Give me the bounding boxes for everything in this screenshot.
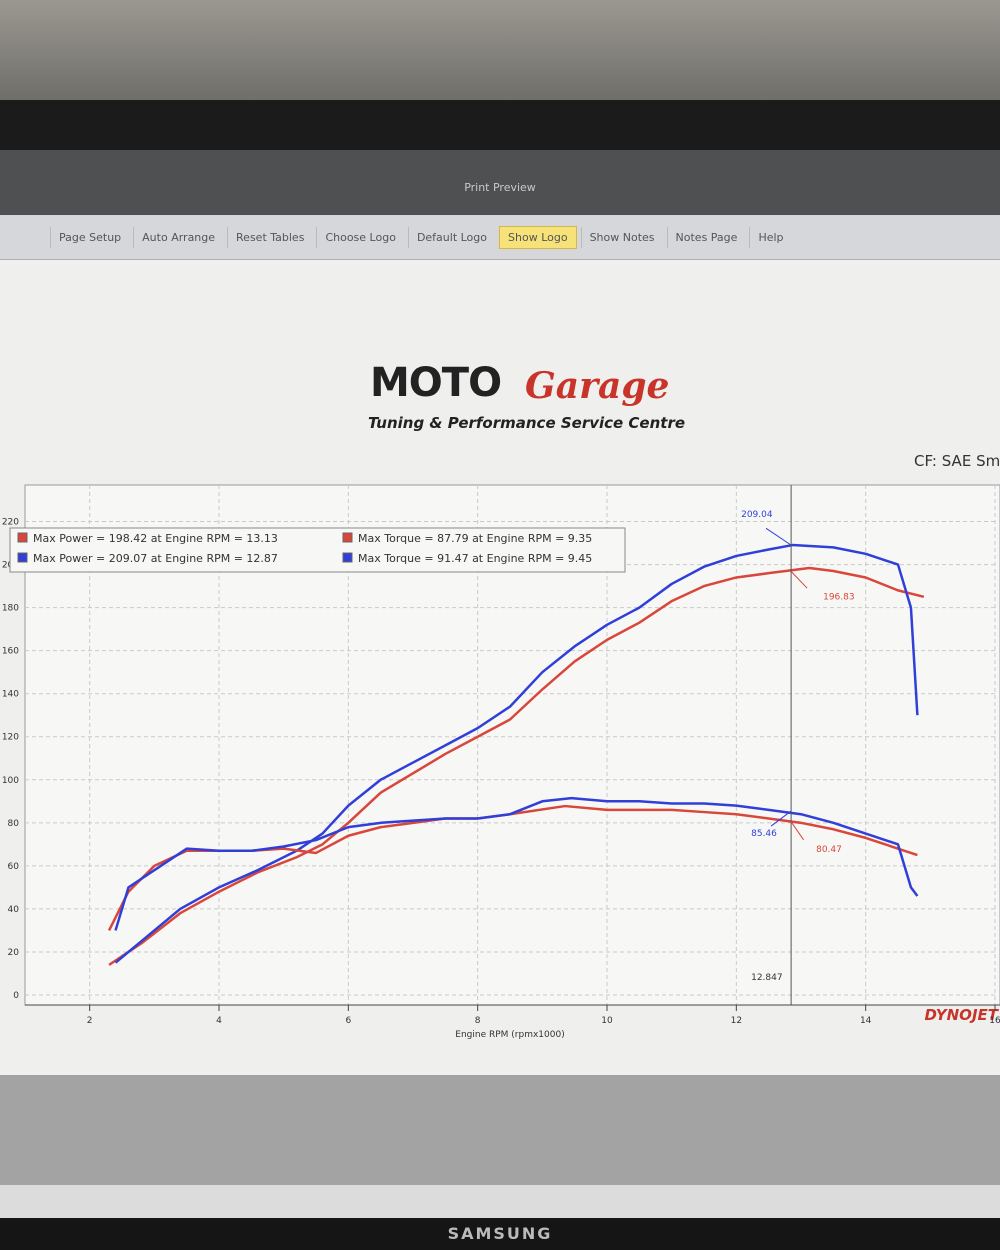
- background: [0, 0, 1000, 110]
- x-tick-label: 10: [601, 1016, 613, 1026]
- x-tick-label: 14: [860, 1016, 872, 1026]
- legend-label: Max Power = 198.42 at Engine RPM = 13.13: [33, 532, 278, 545]
- window-title: Print Preview: [0, 150, 1000, 215]
- taskbar: [0, 1185, 1000, 1220]
- x-tick-label: 6: [345, 1016, 351, 1026]
- logo-text: MOTO: [370, 360, 502, 406]
- logo-text: Garage: [525, 365, 670, 407]
- toolbar-button[interactable]: Default Logo: [407, 226, 495, 248]
- series-line: [114, 543, 919, 964]
- x-tick-label: 8: [475, 1016, 481, 1026]
- annotation-label: 209.04: [741, 510, 773, 520]
- y-tick-label: 220: [2, 518, 19, 528]
- legend-swatch: [17, 532, 28, 543]
- y-tick-label: 120: [2, 733, 19, 743]
- annotation-label: 85.46: [751, 829, 777, 839]
- x-tick-label: 16: [989, 1016, 1000, 1026]
- y-tick-label: 60: [8, 862, 20, 872]
- toolbar: Page Setup Auto Arrange Reset Tables Cho…: [0, 215, 1000, 260]
- legend: [9, 527, 626, 573]
- y-tick-label: 140: [2, 690, 19, 700]
- toolbar-button[interactable]: Reset Tables: [227, 226, 312, 248]
- legend-label: Max Power = 209.07 at Engine RPM = 12.87: [33, 552, 278, 565]
- chart: DYNOJET 02040608010012014016018020022024…: [2, 484, 1000, 1040]
- y-tick-label: 80: [8, 819, 20, 829]
- legend-label: Max Torque = 91.47 at Engine RPM = 9.45: [358, 552, 592, 565]
- annotation-arrow: [770, 810, 792, 827]
- toolbar-button[interactable]: Choose Logo: [316, 226, 404, 248]
- logo-tagline: Tuning & Performance Service Centre: [368, 414, 686, 432]
- legend-label: Max Torque = 87.79 at Engine RPM = 9.35: [358, 532, 592, 545]
- x-tick-label: 12: [731, 1016, 742, 1026]
- y-tick-label: 20: [8, 948, 20, 958]
- y-tick-label: 0: [13, 991, 19, 1001]
- toolbar-button[interactable]: Help: [749, 226, 791, 248]
- series-line: [108, 566, 925, 966]
- annotation-label: 196.83: [823, 592, 855, 602]
- toolbar-button[interactable]: Notes Page: [666, 226, 746, 248]
- x-tick-label: 2: [87, 1016, 93, 1026]
- monitor-brand: SAMSUNG: [0, 1218, 1000, 1250]
- cursor-label: 12.847: [751, 973, 783, 983]
- y-tick-label: 40: [8, 905, 20, 915]
- toolbar-button[interactable]: Page Setup: [50, 226, 129, 248]
- legend-swatch: [342, 552, 353, 563]
- desktop: [0, 1075, 1000, 1190]
- legend-swatch: [342, 532, 353, 543]
- annotation-label: 80.47: [816, 845, 842, 855]
- brand: DYNOJET: [924, 1006, 999, 1024]
- correction-factor: CF: SAE Sm: [914, 452, 1000, 470]
- series-line: [114, 796, 919, 931]
- x-axis-title: Engine RPM (rpmx1000): [455, 1030, 564, 1040]
- y-tick-label: 160: [2, 647, 19, 657]
- x-tick-label: 4: [216, 1016, 222, 1026]
- toolbar-button[interactable]: Show Logo: [499, 225, 577, 249]
- monitor-bezel: [0, 100, 1000, 155]
- annotation-arrow: [765, 527, 792, 546]
- toolbar-button[interactable]: Show Notes: [580, 226, 663, 248]
- annotation-arrow: [790, 571, 808, 589]
- annotation-arrow: [790, 821, 805, 841]
- legend-swatch: [17, 552, 28, 563]
- toolbar-button[interactable]: Auto Arrange: [133, 226, 223, 248]
- y-tick-label: 100: [2, 776, 19, 786]
- y-tick-label: 180: [2, 604, 19, 614]
